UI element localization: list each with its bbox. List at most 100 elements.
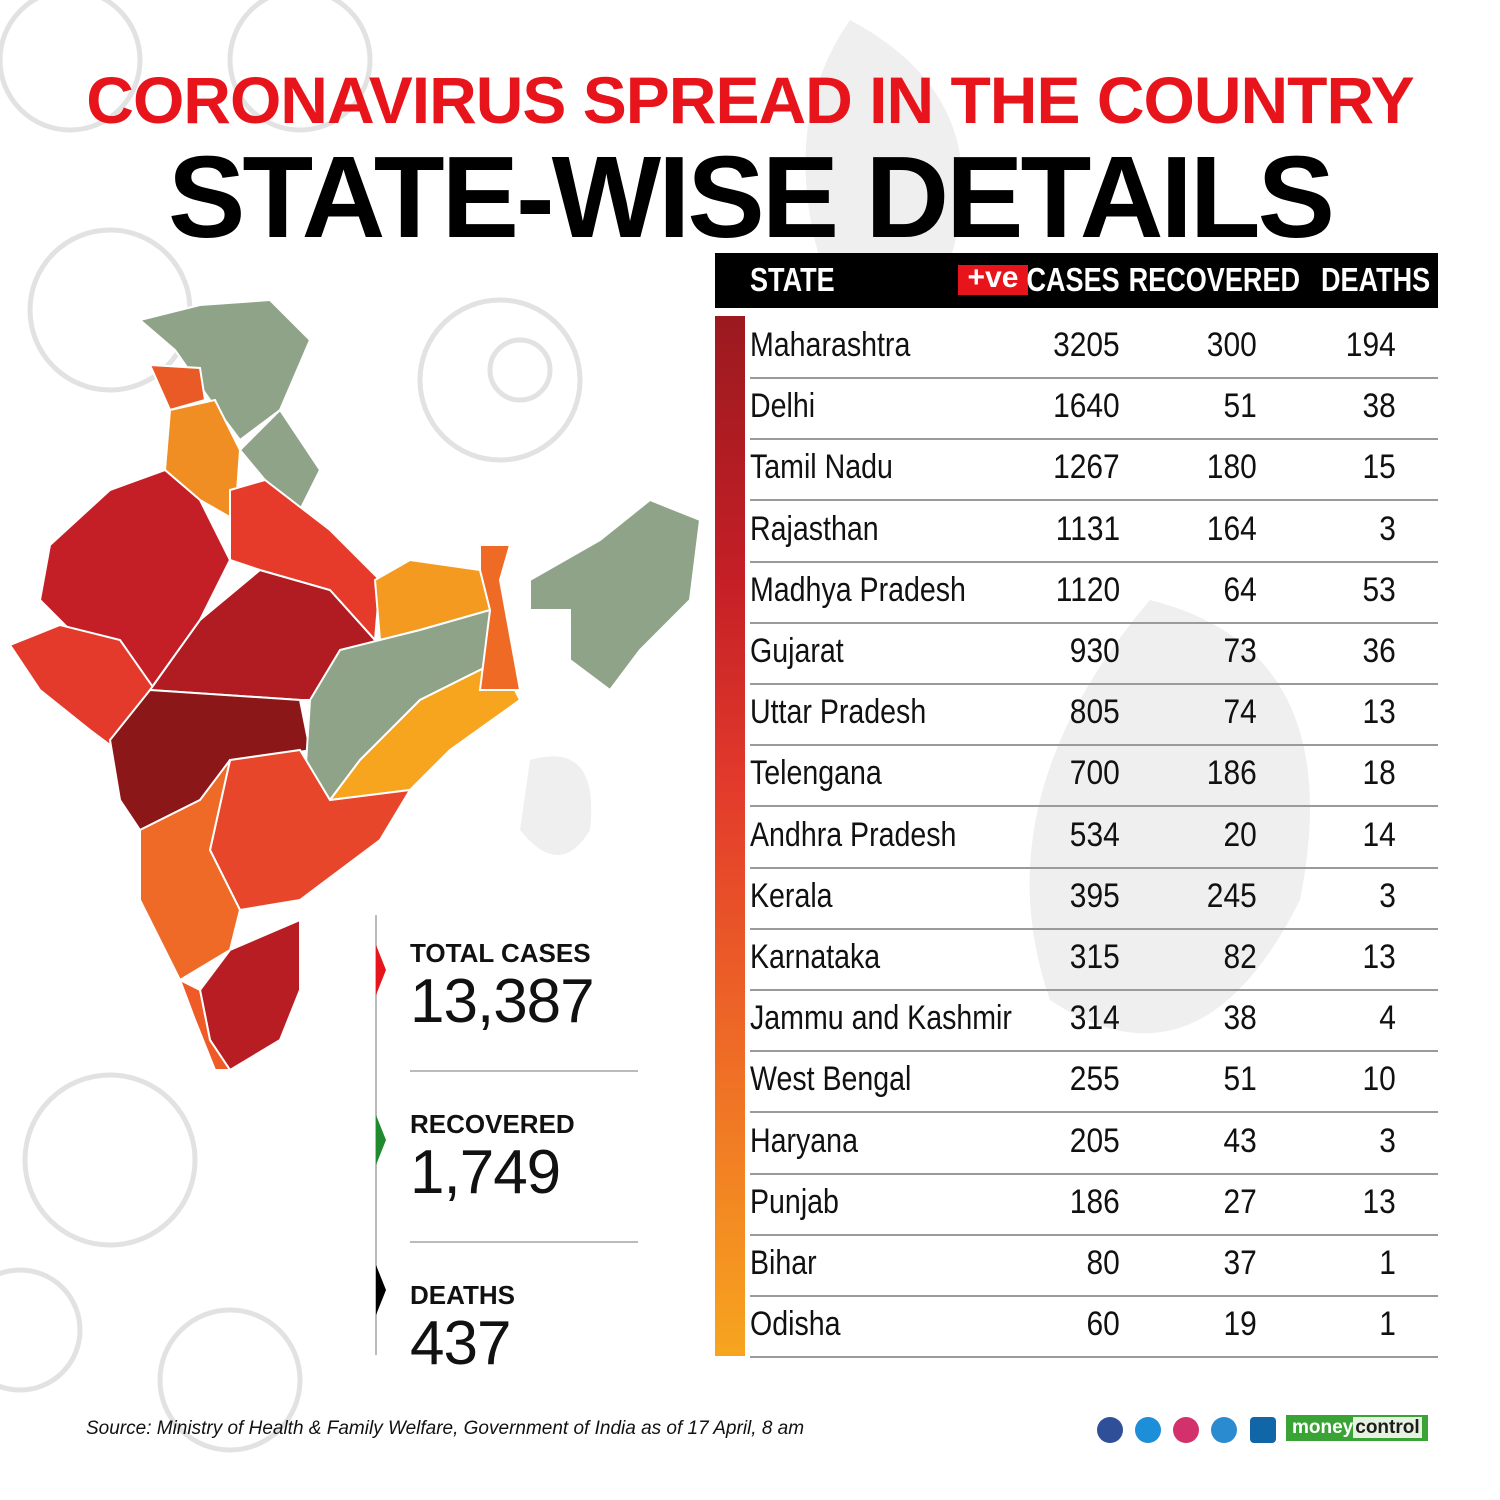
badge: +ve — [958, 261, 1028, 295]
subtitle: STATE-WISE DETAILS — [168, 132, 1335, 262]
column-header: STATE — [750, 261, 835, 298]
table-row: Rajasthan 1131 164 3 — [750, 500, 1438, 563]
cell-value: 205 — [1070, 1121, 1120, 1160]
cell-value: 1120 — [1055, 570, 1120, 609]
marker — [376, 1265, 386, 1315]
badge-text: +ve — [967, 261, 1019, 294]
cell-value: 245 — [1207, 876, 1257, 915]
total-label: RECOVERED — [410, 1109, 575, 1139]
table-row: Tamil Nadu 1267 180 15 — [750, 438, 1438, 502]
total-label: TOTAL CASES — [410, 938, 591, 968]
table-row: Karnataka 315 82 13 — [750, 928, 1438, 991]
cell-value: 27 — [1223, 1182, 1257, 1221]
cell-value: 164 — [1207, 509, 1257, 548]
state-name: Punjab — [750, 1182, 839, 1221]
state-name: Rajasthan — [750, 509, 879, 548]
source: Source: Ministry of Health & Family Welf… — [86, 1418, 805, 1439]
table-header: STATE +ve CASES RECOVERED DEATHS — [715, 253, 1438, 308]
title: CORONAVIRUS SPREAD IN THE COUNTRY — [86, 63, 1414, 137]
india-map — [8, 298, 702, 1072]
cell-value: 3205 — [1053, 326, 1120, 364]
cell-value: 74 — [1223, 693, 1257, 732]
state-name: Andhra Pradesh — [750, 815, 957, 854]
marker — [376, 1115, 386, 1165]
cell-value: 43 — [1223, 1121, 1257, 1160]
cell-value: 186 — [1207, 754, 1257, 793]
cell-value: 186 — [1070, 1182, 1120, 1221]
total-value: 437 — [410, 1309, 511, 1378]
brand-part: control — [1353, 1417, 1422, 1438]
column-header: RECOVERED — [1128, 261, 1300, 298]
cell-value: 314 — [1070, 999, 1120, 1038]
state-name: Delhi — [750, 387, 816, 426]
cell-value: 19 — [1223, 1305, 1257, 1344]
table-row: Bihar 80 37 1 — [750, 1234, 1438, 1297]
cell-value: 3 — [1379, 509, 1396, 548]
total-label: DEATHS — [410, 1280, 515, 1310]
state-name: West Bengal — [750, 1060, 912, 1099]
separator — [410, 1241, 638, 1243]
cell-value: 13 — [1362, 693, 1396, 732]
cell-value: 13 — [1362, 938, 1396, 976]
cell-value: 73 — [1223, 632, 1257, 670]
cell-value: 15 — [1362, 448, 1396, 487]
state-name: Kerala — [750, 876, 833, 915]
cell-value: 700 — [1070, 754, 1120, 793]
table-row: West Bengal 255 51 10 — [750, 1050, 1438, 1114]
cell-value: 3 — [1379, 876, 1396, 915]
cell-value: 4 — [1379, 999, 1396, 1038]
cell-value: 10 — [1362, 1060, 1396, 1099]
cell-value: 51 — [1223, 1060, 1257, 1099]
state-name: Haryana — [750, 1121, 858, 1160]
cell-value: 180 — [1207, 448, 1257, 487]
cell-value: 194 — [1346, 326, 1396, 364]
cell-value: 20 — [1223, 815, 1257, 854]
table-row: Haryana 205 43 3 — [750, 1112, 1438, 1175]
table-row: Telengana 700 186 18 — [750, 744, 1438, 808]
table-row: Maharashtra 3205 300 194 — [750, 316, 1438, 379]
cell-value: 930 — [1070, 632, 1120, 670]
cell-value: 37 — [1223, 1244, 1257, 1282]
column-header: DEATHS — [1320, 261, 1430, 298]
cell-value: 38 — [1223, 999, 1257, 1038]
cell-value: 64 — [1223, 570, 1257, 609]
cell-value: 1 — [1379, 1305, 1396, 1344]
cell-value: 1131 — [1055, 509, 1120, 548]
blob-decor — [520, 20, 1310, 1034]
table-row: Odisha 60 19 1 — [750, 1295, 1438, 1359]
state-name: Karnataka — [750, 938, 881, 976]
total-value: 13,387 — [410, 967, 595, 1036]
cell-value: 1 — [1379, 1244, 1396, 1282]
state-name: Uttar Pradesh — [750, 693, 927, 732]
cell-value: 805 — [1070, 693, 1120, 732]
state-name: Tamil Nadu — [750, 448, 893, 487]
cell-value: 80 — [1086, 1244, 1120, 1282]
cell-value: 13 — [1362, 1182, 1396, 1221]
cell-value: 82 — [1223, 938, 1257, 976]
table-row: Madhya Pradesh 1120 64 53 — [750, 561, 1438, 624]
state-name: Bihar — [750, 1244, 817, 1282]
table-row: Punjab 186 27 13 — [750, 1173, 1438, 1236]
cell-value: 1640 — [1053, 387, 1120, 426]
total-value: 1,749 — [410, 1138, 561, 1207]
table-row: Andhra Pradesh 534 20 14 — [750, 806, 1438, 869]
cell-value: 60 — [1086, 1305, 1120, 1344]
cell-value: 1267 — [1053, 448, 1120, 487]
social-icons — [1097, 1417, 1276, 1443]
brand-part: money — [1292, 1417, 1354, 1438]
table-row: Gujarat 930 73 36 — [750, 622, 1438, 685]
cell-value: 53 — [1362, 570, 1396, 609]
table-row: Jammu and Kashmir 314 38 4 — [750, 989, 1438, 1053]
color-bar — [715, 316, 745, 1356]
column-header: CASES — [1026, 261, 1120, 298]
state-name: Maharashtra — [750, 326, 911, 364]
cell-value: 36 — [1362, 632, 1396, 670]
table-row: Kerala 395 245 3 — [750, 867, 1438, 930]
cell-value: 255 — [1070, 1060, 1120, 1099]
cell-value: 14 — [1362, 815, 1396, 854]
cell-value: 315 — [1070, 938, 1120, 976]
cell-value: 38 — [1362, 387, 1396, 426]
state-name: Gujarat — [750, 632, 844, 670]
